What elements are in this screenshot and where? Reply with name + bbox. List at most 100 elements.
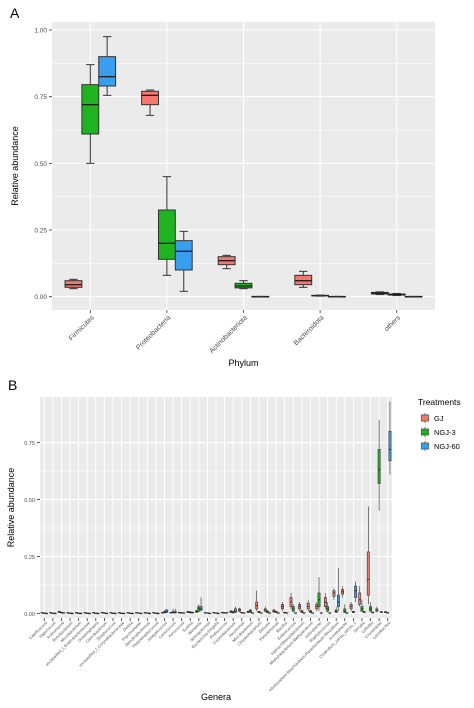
box-gj xyxy=(83,612,87,614)
box-ngj-60 xyxy=(225,612,229,614)
legend-label: NGJ-60 xyxy=(434,442,460,451)
box-gj xyxy=(66,612,70,614)
box-ngj-3 xyxy=(102,612,106,614)
y-tick-label: 0.50 xyxy=(24,498,35,504)
box-gj xyxy=(100,612,104,614)
box-ngj-60 xyxy=(259,612,263,614)
box-ngj-60 xyxy=(156,612,160,615)
legend-swatch xyxy=(421,442,429,450)
box-ngj-3 xyxy=(248,608,252,613)
legend: Treatments GJ NGJ-3 NGJ-60 xyxy=(418,397,461,451)
legend-label: NGJ-3 xyxy=(434,428,456,437)
box-ngj-60 xyxy=(276,612,280,614)
box-ngj-60 xyxy=(105,612,109,615)
y-axis-title: Relative abundance xyxy=(10,126,20,206)
box-ngj-60 xyxy=(173,608,177,614)
box-body xyxy=(388,430,392,462)
box-ngj-60 xyxy=(53,612,57,615)
box-ngj-3 xyxy=(317,576,321,612)
box-body xyxy=(343,608,347,613)
chart-panel-a: A 0.00 0.25 0.50 0.75 1.00 Firmicutes Proteobac… xyxy=(10,5,435,368)
box-ngj-60 xyxy=(165,608,169,613)
box-ngj-60 xyxy=(148,612,151,615)
x-tick-label: Actinobacteriota xyxy=(208,314,249,355)
box-ngj-3 xyxy=(300,609,304,613)
box-ngj-3 xyxy=(85,612,89,614)
box-ngj-60 xyxy=(62,612,66,614)
panel-letter: B xyxy=(8,377,17,393)
legend-label: GJ xyxy=(434,414,444,423)
box-ngj-3 xyxy=(157,176,176,276)
legend-swatch xyxy=(421,414,429,422)
y-tick-label: 0.75 xyxy=(24,441,35,447)
box-gj xyxy=(212,612,216,614)
box-body xyxy=(98,56,117,87)
box-ngj-60 xyxy=(294,612,297,614)
box-gj xyxy=(40,612,44,614)
box-ngj-3 xyxy=(154,612,158,614)
box-gj xyxy=(238,607,241,613)
box-gj xyxy=(169,612,173,614)
box-ngj-60 xyxy=(251,295,270,298)
box-body xyxy=(377,449,381,484)
legend-item: NGJ-3 xyxy=(420,427,456,437)
box-ngj-60 xyxy=(354,581,358,603)
box-body xyxy=(199,606,203,611)
box-ngj-60 xyxy=(233,606,237,613)
box-body xyxy=(354,585,358,598)
box-ngj-60 xyxy=(88,612,91,615)
box-ngj-60 xyxy=(388,401,392,475)
y-tick-label: 0.25 xyxy=(34,228,47,235)
box-gj xyxy=(289,592,293,609)
box-gj xyxy=(74,612,78,614)
box-gj xyxy=(306,599,310,612)
box-ngj-60 xyxy=(79,612,83,615)
box-ngj-3 xyxy=(377,419,381,511)
box-ngj-60 xyxy=(362,611,366,613)
box-gj xyxy=(195,610,199,613)
box-body xyxy=(358,592,362,605)
box-ngj-60 xyxy=(379,611,383,613)
box-body xyxy=(306,602,310,610)
box-ngj-3 xyxy=(343,604,347,613)
box-ngj-3 xyxy=(128,612,132,614)
box-gj xyxy=(57,610,61,613)
box-body xyxy=(141,90,159,106)
box-ngj-60 xyxy=(113,612,117,615)
box-ngj-3 xyxy=(360,599,364,613)
box-gj xyxy=(384,611,387,613)
box-ngj-3 xyxy=(309,609,312,613)
box-ngj-60 xyxy=(208,612,212,615)
box-ngj-3 xyxy=(81,64,100,164)
box-gj xyxy=(349,602,353,612)
box-ngj-60 xyxy=(242,612,246,614)
y-axis-title: Relative abundance xyxy=(6,468,16,548)
box-ngj-60 xyxy=(268,612,272,614)
legend-swatch xyxy=(421,428,429,436)
x-axis-title: Genera xyxy=(201,692,231,702)
box-ngj-60 xyxy=(285,612,289,614)
box-gj xyxy=(92,612,95,614)
legend-title: Treatments xyxy=(418,397,461,407)
box-ngj-60 xyxy=(337,567,340,612)
chart-panel-b: B0.000.250.500.75CatellicoccusVagococcus… xyxy=(6,377,461,702)
box-ngj-60 xyxy=(98,36,117,96)
box-ngj-3 xyxy=(387,292,406,297)
box-ngj-60 xyxy=(130,612,134,615)
box-ngj-3 xyxy=(180,612,184,614)
box-ngj-3 xyxy=(311,294,330,297)
box-gj xyxy=(220,611,224,614)
box-ngj-60 xyxy=(139,612,143,615)
box-gj xyxy=(358,586,362,607)
box-gj xyxy=(332,588,336,600)
box-body xyxy=(366,551,370,596)
box-ngj-60 xyxy=(251,612,254,614)
box-gj xyxy=(64,278,83,290)
box-ngj-60 xyxy=(182,612,186,614)
box-body xyxy=(64,280,83,288)
box-body xyxy=(233,608,237,613)
box-gj xyxy=(143,612,147,614)
box-gj xyxy=(160,612,164,614)
box-ngj-3 xyxy=(266,610,269,613)
